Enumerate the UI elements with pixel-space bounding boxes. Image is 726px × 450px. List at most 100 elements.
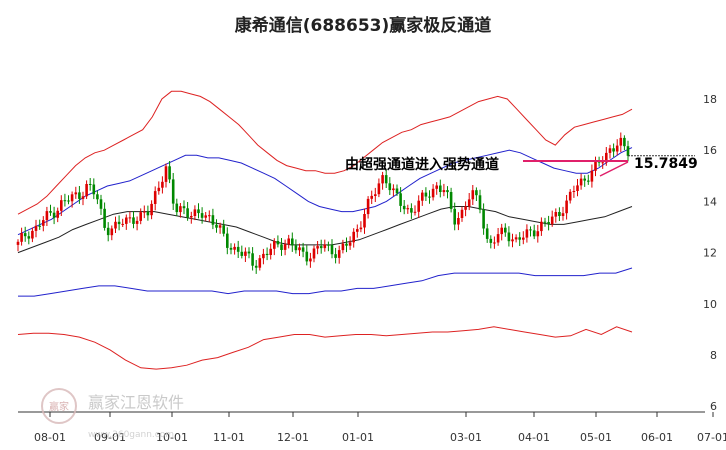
candle-body: [233, 246, 236, 250]
candle-body: [128, 217, 132, 219]
candle-body: [60, 200, 63, 211]
candle-body: [334, 254, 337, 258]
candle-body: [291, 238, 294, 246]
candle-body: [211, 215, 215, 225]
candle-body: [547, 222, 550, 225]
candle-body: [612, 148, 615, 152]
candle-body: [305, 251, 309, 262]
candle-body: [392, 188, 395, 191]
candle-body: [52, 212, 56, 218]
candle-body: [496, 234, 500, 243]
candle-body: [525, 229, 529, 238]
x-tick-label: 07-01: [697, 431, 726, 444]
last-price-label: 15.7849: [634, 156, 698, 172]
candle-body: [583, 178, 586, 181]
candle-body: [70, 194, 74, 202]
x-tick-label: 08-01: [34, 431, 66, 444]
candle-body: [247, 251, 251, 254]
candle-body: [265, 253, 269, 255]
candle-body: [514, 237, 518, 240]
candle-body: [377, 183, 381, 195]
candle-body: [121, 223, 124, 225]
candle-body: [482, 209, 485, 229]
candle-body: [529, 229, 532, 231]
candle-body: [485, 228, 489, 239]
candle-body: [31, 230, 34, 239]
candle-body: [236, 246, 240, 252]
y-tick-label: 6: [710, 400, 717, 413]
candle-body: [200, 213, 204, 218]
candle-body: [619, 137, 623, 146]
candle-body: [626, 146, 630, 156]
x-tick-label: 12-01: [277, 431, 309, 444]
y-tick-label: 16: [703, 144, 717, 157]
candle-body: [374, 194, 377, 196]
candle-body: [186, 208, 189, 218]
candle-body: [402, 205, 406, 210]
candle-body: [254, 265, 258, 268]
candle-body: [341, 243, 345, 251]
watermark-name: 赢家江恩软件: [88, 393, 184, 412]
candle-body: [413, 211, 417, 213]
candle-body: [27, 236, 31, 239]
x-tick-label: 06-01: [641, 431, 673, 444]
watermark-seal: 赢家: [49, 400, 69, 413]
candle-body: [605, 152, 608, 163]
x-tick-label: 10-01: [156, 431, 188, 444]
candle-body: [590, 170, 594, 182]
candle-body: [74, 192, 78, 195]
x-tick-label: 05-01: [580, 431, 612, 444]
candle-body: [323, 244, 327, 249]
candle-body: [179, 206, 182, 213]
x-tick-label: 09-01: [94, 431, 126, 444]
y-ticks: 18 16 14 12 10 8 6: [703, 93, 717, 413]
candle-body: [197, 209, 200, 214]
candle-body: [615, 145, 619, 152]
annotation-text: 由超强通道进入强势通道: [345, 156, 499, 173]
y-tick-label: 8: [710, 349, 717, 362]
x-ticks: 08-01 09-01 10-01 11-01 12-01 01-01 03-01 04-01…: [34, 412, 726, 444]
candle-body: [330, 244, 334, 255]
candle-body: [352, 231, 355, 243]
candle-body: [63, 200, 67, 202]
candle-body: [453, 208, 456, 225]
series-channel-inner-upper: [17, 147, 633, 236]
candle-body: [20, 233, 23, 242]
candle-body: [579, 178, 583, 186]
candle-body: [114, 221, 117, 229]
candle-body: [558, 212, 561, 216]
candle-body: [175, 203, 179, 213]
candle-body: [182, 206, 186, 209]
candle-body: [81, 196, 85, 199]
candle-body: [532, 230, 536, 237]
candle-body: [240, 251, 244, 256]
candle-body: [96, 194, 99, 200]
candle-body: [164, 166, 168, 182]
candle-body: [262, 253, 265, 259]
candle-body: [125, 217, 128, 224]
x-tick-label: 11-01: [213, 431, 245, 444]
candle-body: [34, 225, 38, 231]
candle-body: [146, 211, 150, 216]
candle-body: [489, 238, 493, 243]
candle-body: [49, 211, 52, 213]
candle-body: [244, 251, 247, 256]
candle-body: [298, 247, 301, 251]
candle-body: [478, 195, 482, 210]
candle-body: [568, 191, 572, 201]
candle-body: [554, 212, 558, 217]
candle-body: [406, 208, 410, 210]
candle-body: [608, 148, 612, 153]
candle-body: [229, 247, 233, 250]
candle-body: [475, 190, 478, 196]
y-tick-label: 12: [703, 247, 717, 260]
watermark-logo-icon: [41, 388, 77, 424]
candle-body: [493, 242, 496, 244]
candle-body: [381, 175, 384, 184]
candle-body: [139, 212, 142, 221]
candle-body: [38, 225, 41, 227]
candles: [16, 132, 630, 274]
series-channel-inner-lower: [18, 267, 633, 297]
candle-body: [345, 243, 348, 246]
